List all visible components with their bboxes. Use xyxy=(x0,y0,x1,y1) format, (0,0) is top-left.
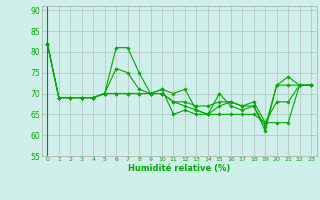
X-axis label: Humidité relative (%): Humidité relative (%) xyxy=(128,164,230,173)
